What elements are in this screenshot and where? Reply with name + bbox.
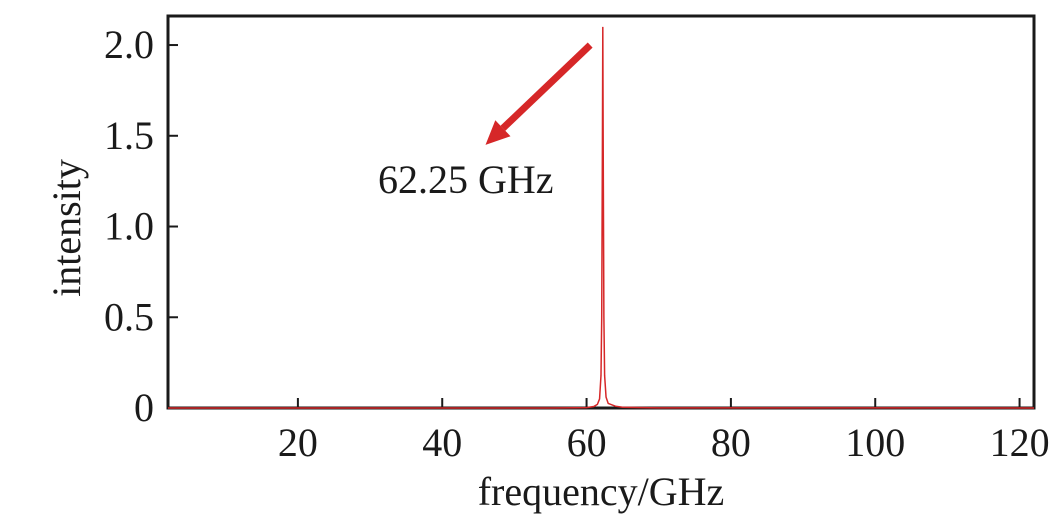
y-tick-label: 1.5: [104, 113, 154, 158]
x-tick-label: 40: [422, 420, 462, 465]
y-axis-title: intensity: [44, 159, 89, 297]
chart-marks: 20 40 60 80 100 120 0 0.5 1.0 1.5 2.0 62.25 GHz: [104, 22, 1050, 465]
x-tick-label: 100: [845, 420, 905, 465]
annotation-arrowhead: [485, 120, 511, 145]
series-line: [168, 26, 1035, 409]
annotation-arrow: [500, 42, 593, 131]
x-tick-label: 20: [278, 420, 318, 465]
y-tick-label: 0.5: [104, 294, 154, 339]
x-tick-label: 60: [567, 420, 607, 465]
x-tick-label: 120: [990, 420, 1050, 465]
y-tick-label: 0: [134, 385, 154, 430]
x-tick-label: 80: [711, 420, 751, 465]
y-tick-label: 2.0: [104, 22, 154, 67]
y-tick-label: 1.0: [104, 204, 154, 249]
plot-frame: [166, 14, 1036, 410]
peak-annotation-label: 62.25 GHz: [378, 157, 554, 202]
x-axis-title: frequency/GHz: [478, 469, 725, 514]
